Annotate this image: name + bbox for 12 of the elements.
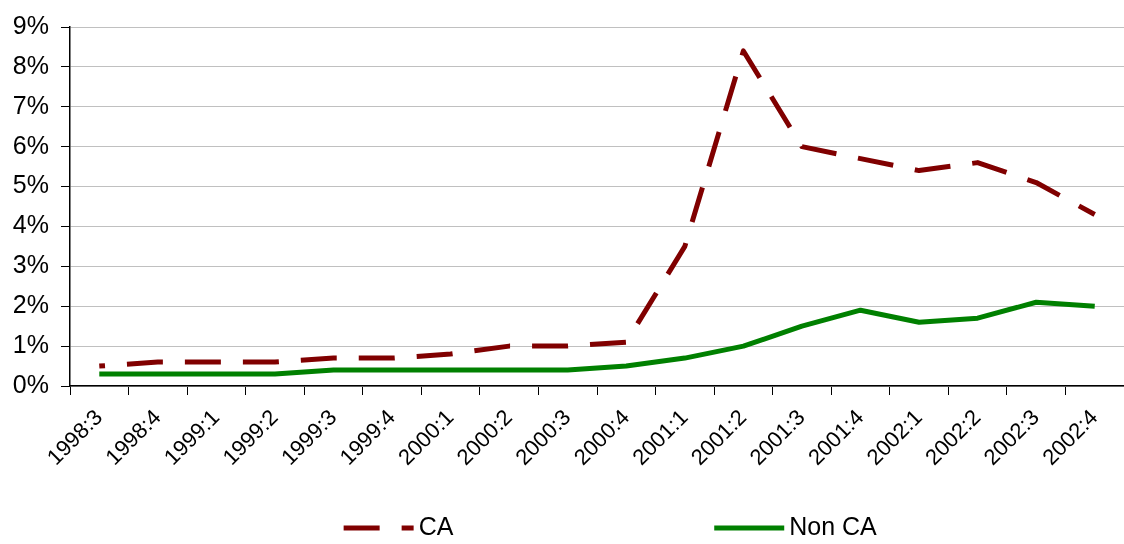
- legend-label: Non CA: [789, 511, 878, 540]
- y-tick-label: 7%: [12, 90, 49, 119]
- y-tick-label: 8%: [12, 50, 49, 79]
- y-tick-label: 2%: [12, 290, 49, 319]
- y-tick-label: 9%: [12, 10, 49, 39]
- y-tick-label: 1%: [12, 330, 49, 358]
- legend-label: CA: [418, 511, 454, 540]
- y-tick-label: 6%: [12, 130, 49, 159]
- y-tick-label: 5%: [12, 170, 49, 199]
- y-tick-label: 3%: [12, 250, 49, 279]
- y-tick-label: 0%: [12, 369, 49, 398]
- y-tick-label: 4%: [12, 210, 49, 239]
